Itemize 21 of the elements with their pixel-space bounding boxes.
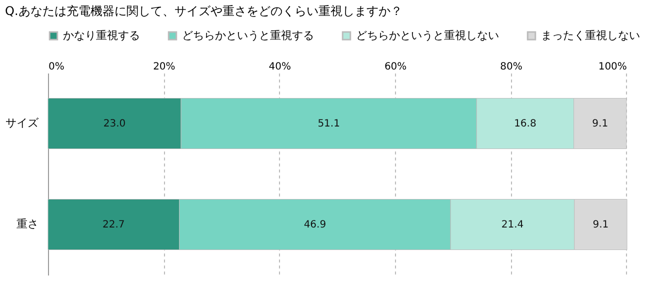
data-label: 9.1 bbox=[592, 220, 609, 230]
data-label: 16.8 bbox=[514, 118, 536, 130]
x-tick-label: 40% bbox=[268, 62, 291, 72]
x-tick-label: 20% bbox=[153, 62, 176, 72]
legend-label: まったく重視しない bbox=[541, 28, 640, 42]
data-label: 46.9 bbox=[304, 220, 326, 230]
data-label: 23.0 bbox=[103, 118, 126, 130]
x-tick-label: 100% bbox=[598, 62, 627, 72]
y-tick-label: サイズ bbox=[6, 116, 40, 130]
x-tick-label: 0% bbox=[48, 62, 64, 72]
data-label: 22.7 bbox=[102, 220, 125, 230]
legend-label: どちらかというと重視しない bbox=[356, 28, 499, 42]
data-label: 9.1 bbox=[592, 118, 608, 130]
legend-label: どちらかというと重視する bbox=[182, 28, 314, 42]
x-tick-label: 80% bbox=[500, 62, 522, 72]
data-label: 21.4 bbox=[501, 220, 524, 230]
legend-label: かなり重視する bbox=[63, 28, 140, 42]
y-tick-label: 重さ bbox=[16, 218, 38, 230]
chart-title: Q.あなたは充電機器に関して、サイズや重さをどのくらい重視しますか？ bbox=[5, 4, 402, 18]
data-label: 51.1 bbox=[318, 118, 340, 130]
x-tick-label: 60% bbox=[384, 62, 407, 72]
